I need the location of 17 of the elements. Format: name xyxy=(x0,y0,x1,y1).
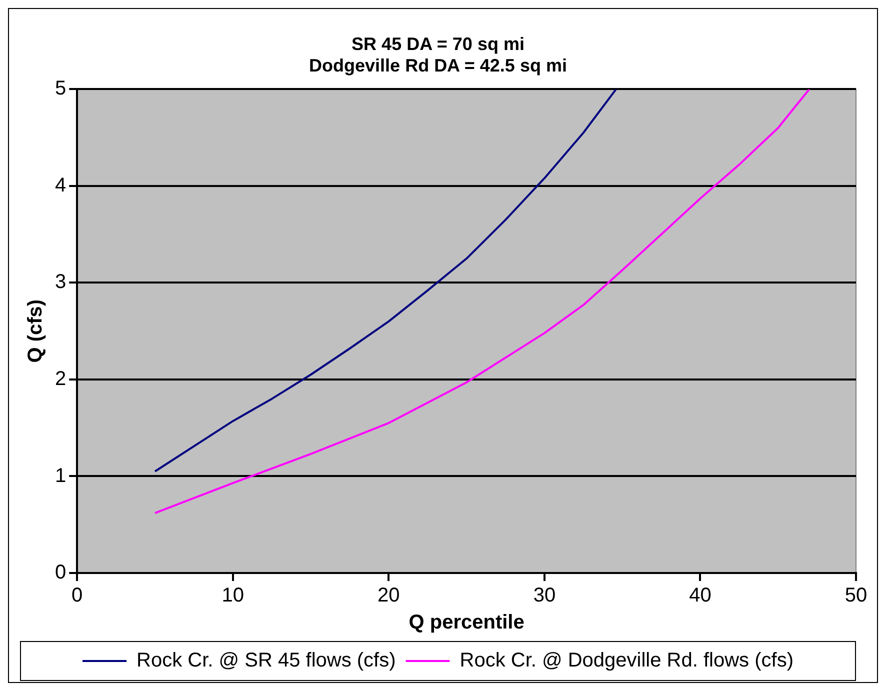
chart-title: SR 45 DA = 70 sq mi Dodgeville Rd DA = 42.5 sq mi xyxy=(309,34,567,76)
x-tick-label: 0 xyxy=(72,584,83,607)
x-tick-label: 50 xyxy=(844,584,868,607)
x-axis-title: Q percentile xyxy=(408,612,524,634)
x-tick-label: 20 xyxy=(378,584,400,607)
y-tick-label: 5 xyxy=(55,78,66,100)
x-tick-label: 40 xyxy=(689,584,712,607)
y-axis-title: Q (cfs) xyxy=(24,299,47,363)
x-tick-label: 30 xyxy=(533,584,556,607)
y-tick-label: 2 xyxy=(55,368,66,390)
x-tick-label: 10 xyxy=(222,584,244,607)
legend-label: Rock Cr. @ SR 45 flows (cfs) xyxy=(136,650,396,672)
y-tick-label: 0 xyxy=(55,562,66,584)
y-tick-label: 1 xyxy=(55,464,66,487)
legend-label: Rock Cr. @ Dodgeville Rd. flows (cfs) xyxy=(460,650,794,672)
y-tick-label: 3 xyxy=(55,271,66,294)
y-tick-label: 4 xyxy=(55,174,66,196)
